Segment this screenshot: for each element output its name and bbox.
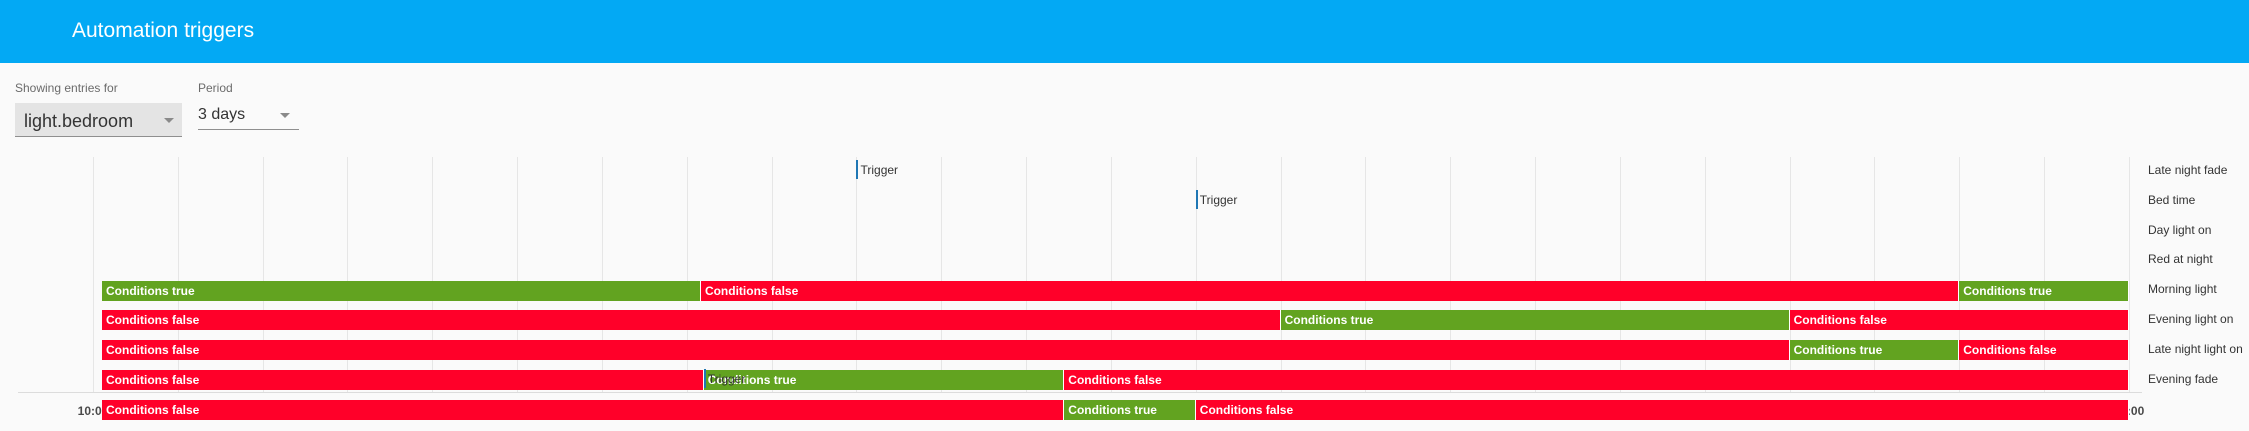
conditions-false-bar[interactable]: Conditions false — [700, 280, 1960, 301]
conditions-true-bar[interactable]: Conditions true — [102, 280, 701, 301]
entity-value: light.bedroom — [24, 111, 134, 131]
bar-label: Conditions false — [704, 283, 799, 298]
conditions-true-bar[interactable]: Conditions true — [1280, 310, 1790, 331]
bar-label: Conditions true — [707, 373, 797, 387]
gridline — [1450, 157, 1452, 393]
entity-select[interactable]: light.bedroom — [15, 103, 182, 137]
bar-label: Conditions false — [106, 313, 200, 328]
bar-label: Conditions false — [106, 343, 200, 358]
bar-label: Conditions false — [1963, 343, 2057, 358]
row-label: Late night light on — [2148, 341, 2243, 356]
gridline — [1789, 157, 1791, 393]
gridline — [1704, 157, 1706, 393]
gridline — [177, 157, 179, 393]
row-label: Day light on — [2148, 222, 2212, 237]
gridline — [1195, 157, 1197, 393]
gridline — [601, 157, 603, 393]
bar-label: Conditions true — [106, 283, 195, 298]
bar-label: Conditions false — [1199, 402, 1294, 417]
conditions-true-bar[interactable]: Conditions true — [1064, 399, 1196, 420]
gridline — [517, 157, 519, 393]
period-value: 3 days — [198, 106, 246, 123]
conditions-false-bar[interactable]: Conditions false — [1195, 399, 2130, 420]
bar-label: Conditions false — [106, 373, 200, 387]
gridline — [1365, 157, 1367, 393]
conditions-false-bar[interactable]: Conditions false — [102, 310, 1281, 331]
gridline — [2128, 157, 2130, 393]
bar-label: Conditions true — [1284, 313, 1374, 328]
gridline — [1280, 157, 1282, 393]
period-select[interactable]: 3 days — [198, 103, 299, 130]
row-label: Bed time — [2148, 192, 2196, 207]
conditions-false-bar[interactable]: Conditions false — [102, 370, 704, 390]
trigger-marker[interactable] — [856, 160, 859, 179]
bar-label: Conditions true — [1963, 283, 2052, 298]
row-label: Evening light on — [2148, 312, 2234, 326]
row-label: Red at night — [2148, 252, 2213, 267]
app-header: Automation triggers — [0, 0, 2249, 63]
row-label: Late night fade — [2148, 163, 2228, 177]
gridline — [1874, 157, 1876, 393]
period-label: Period — [198, 81, 233, 95]
gridline — [1535, 157, 1537, 393]
gridline — [686, 157, 688, 393]
gridline — [432, 157, 434, 393]
row-label: Morning light — [2148, 282, 2217, 297]
chevron-down-icon — [280, 113, 290, 118]
x-axis-line — [18, 392, 2142, 393]
conditions-false-bar[interactable]: Conditions false — [102, 340, 1790, 361]
gridline — [347, 157, 349, 393]
gridline — [93, 157, 94, 393]
bar-label: Conditions true — [1068, 402, 1157, 417]
gridline — [1026, 157, 1028, 393]
conditions-false-bar[interactable]: Conditions false — [1959, 340, 2130, 361]
trigger-marker[interactable] — [703, 368, 706, 388]
gridline — [1110, 157, 1112, 393]
chevron-down-icon — [164, 118, 174, 123]
bar-label: Conditions false — [1068, 373, 1162, 387]
x-tick-label: 10:00 — [77, 404, 109, 418]
conditions-true-bar[interactable]: Conditions true — [1959, 280, 2130, 301]
conditions-false-bar[interactable]: Conditions false — [1064, 370, 2130, 390]
row-label: Evening fade — [2148, 371, 2219, 386]
gridline — [856, 157, 858, 393]
gridline — [771, 157, 773, 393]
bar-label: Conditions false — [1793, 313, 1887, 328]
conditions-true-bar[interactable]: Conditions true — [1789, 340, 1960, 361]
bar-label: Conditions false — [106, 402, 200, 417]
trigger-label: Trigger — [860, 163, 899, 177]
bar-label: Conditions true — [1793, 343, 1883, 358]
trigger-label: Trigger — [707, 371, 746, 386]
conditions-false-bar[interactable]: Conditions false — [1789, 310, 2130, 331]
entity-label: Showing entries for — [15, 81, 118, 95]
trigger-marker[interactable] — [1195, 189, 1198, 209]
trigger-label: Trigger — [1199, 192, 1238, 207]
gridline — [941, 157, 943, 393]
conditions-true-bar[interactable]: Conditions true — [703, 370, 1065, 390]
page-title: Automation triggers — [72, 19, 255, 42]
gridline — [2044, 157, 2046, 393]
gridline — [1959, 157, 1961, 393]
conditions-false-bar[interactable]: Conditions false — [102, 399, 1065, 420]
gridline — [262, 157, 264, 393]
gridline — [1619, 157, 1621, 393]
